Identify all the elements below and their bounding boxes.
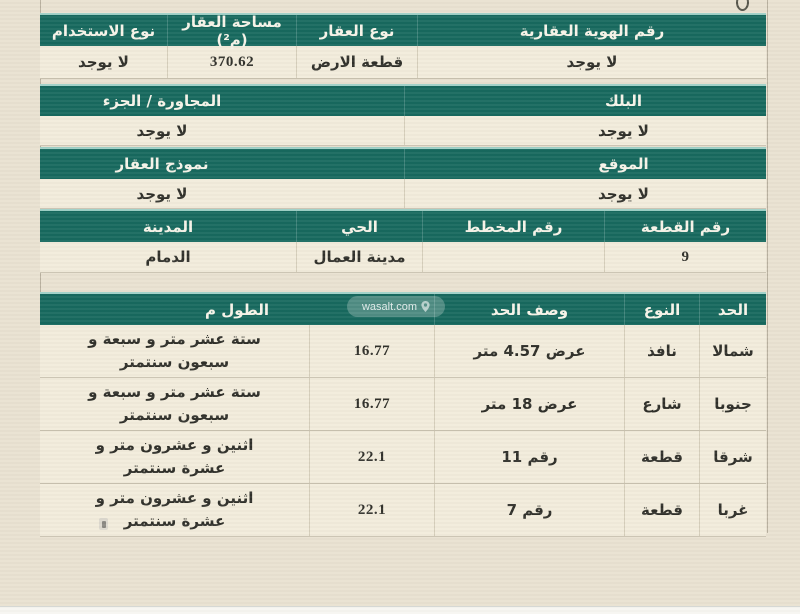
plot-table: رقم القطعة رقم المخطط الحي المدينة 9 مدي… [40,209,766,273]
header-boundary-description: وصف الحد [435,294,625,325]
header-property-id: رقم الهوية العقارية [519,21,665,40]
boundary-type: قطعة [625,431,700,483]
plot-value-row: 9 مدينة العمال الدمام [40,242,766,273]
value-usage-type: لا يوجد [40,46,168,78]
boundary-description: عرض 4.57 متر [435,325,625,377]
value-property-area: 370.62 [168,46,297,78]
block-header-row: البلك المجاورة / الجزء [40,84,766,116]
boundary-description: رقم 7 [435,484,625,536]
header-boundary-length: الطول م [40,294,435,325]
boundary-type: شارع [625,378,700,430]
value-district: مدينة العمال [297,242,423,272]
property-info-table: رقم الهوية العقارية نوع العقار مساحة الع… [40,13,766,79]
block-value-row: لا يوجد لا يوجد [40,116,766,146]
header-city: المدينة [40,211,297,242]
header-block-label: البلك [605,92,642,110]
property-info-header-row: رقم الهوية العقارية نوع العقار مساحة الع… [40,13,766,49]
boundary-type: نافذ [625,325,700,377]
header-property-area: مساحة العقار (م²) [168,13,297,49]
wasalt-watermark: wasalt.com [347,296,445,317]
value-property-model: لا يوجد [40,179,405,208]
boundary-row-east: شرقا قطعة رقم 11 22.1 اثنين و عشرون متر … [40,431,766,484]
boundary-side: جنوبا [714,395,752,413]
value-property-model-text: لا يوجد [136,184,188,203]
header-district: الحي [297,211,423,242]
wasalt-watermark-text: wasalt.com [361,300,418,313]
boundary-description: رقم 11 [435,431,625,483]
value-property-id: لا يوجد [566,53,618,71]
header-plot-number: رقم القطعة [640,217,731,236]
boundary-row-west: غربا قطعة رقم 7 22.1 اثنين و عشرون متر و… [40,484,766,537]
document-right-frame-line [767,0,768,533]
header-property-model: نموذج العقار [40,149,405,179]
value-plan-number [423,242,605,272]
boundary-length-number: 22.1 [310,431,435,483]
header-adjacency: المجاورة / الجزء [40,86,405,116]
value-location: لا يوجد [405,179,766,208]
value-city: الدمام [40,242,297,272]
location-header-row: الموقع نموذج العقار [40,147,766,179]
header-property-type: نوع العقار [297,15,418,46]
header-location-label: الموقع [598,155,649,173]
boundary-row-south: جنوبا شارع عرض 18 متر 16.77 ستة عشر متر … [40,378,766,431]
header-location: الموقع [405,149,766,179]
header-property-model-label: نموذج العقار [115,155,209,173]
value-property-type: قطعة الارض [297,46,418,78]
page-bottom-strip [0,606,800,614]
property-info-value-row: لا يوجد قطعة الارض 370.62 لا يوجد [40,46,766,79]
watermark-fragment-artifact [99,518,108,530]
boundary-length-number: 22.1 [310,484,435,536]
boundary-description: عرض 18 متر [435,378,625,430]
boundary-length-words: اثنين و عشرون متر و عشرة سنتمتر [40,431,310,483]
header-boundary-side: الحد [717,300,749,319]
boundary-length-number: 16.77 [310,378,435,430]
header-boundary-type: النوع [625,294,700,325]
boundary-length-words: اثنين و عشرون متر و عشرة سنتمتر [40,484,310,536]
value-block: لا يوجد [405,116,766,145]
boundaries-header-row: الحد النوع وصف الحد الطول م [40,292,766,325]
boundary-length-words: ستة عشر متر و سبعة و سبعون سنتمتر [40,325,310,377]
boundary-length-number: 16.77 [310,325,435,377]
boundary-side: شمالا [712,342,754,360]
value-adjacency: لا يوجد [40,116,405,145]
boundary-length-words: ستة عشر متر و سبعة و سبعون سنتمتر [40,378,310,430]
header-block: البلك [405,86,766,116]
header-plan-number: رقم المخطط [423,211,605,242]
header-adjacency-label: المجاورة / الجزء [102,92,222,110]
block-table: البلك المجاورة / الجزء لا يوجد لا يوجد [40,84,766,146]
boundaries-table: الحد النوع وصف الحد الطول م شمالا نافذ ع… [40,292,766,537]
location-table: الموقع نموذج العقار لا يوجد لا يوجد [40,147,766,209]
boundary-type: قطعة [625,484,700,536]
header-usage-type: نوع الاستخدام [40,15,168,46]
plot-header-row: رقم القطعة رقم المخطط الحي المدينة [40,209,766,242]
map-pin-icon [421,301,430,312]
cropped-text-artifact-top [736,0,749,11]
value-block-text: لا يوجد [598,121,649,140]
boundary-side: شرقا [713,448,753,466]
location-value-row: لا يوجد لا يوجد [40,179,766,209]
value-plot-number: 9 [681,248,690,265]
boundary-row-north: شمالا نافذ عرض 4.57 متر 16.77 ستة عشر مت… [40,325,766,378]
value-adjacency-text: لا يوجد [136,121,188,140]
value-location-text: لا يوجد [598,184,649,203]
boundary-side: غربا [717,501,749,519]
